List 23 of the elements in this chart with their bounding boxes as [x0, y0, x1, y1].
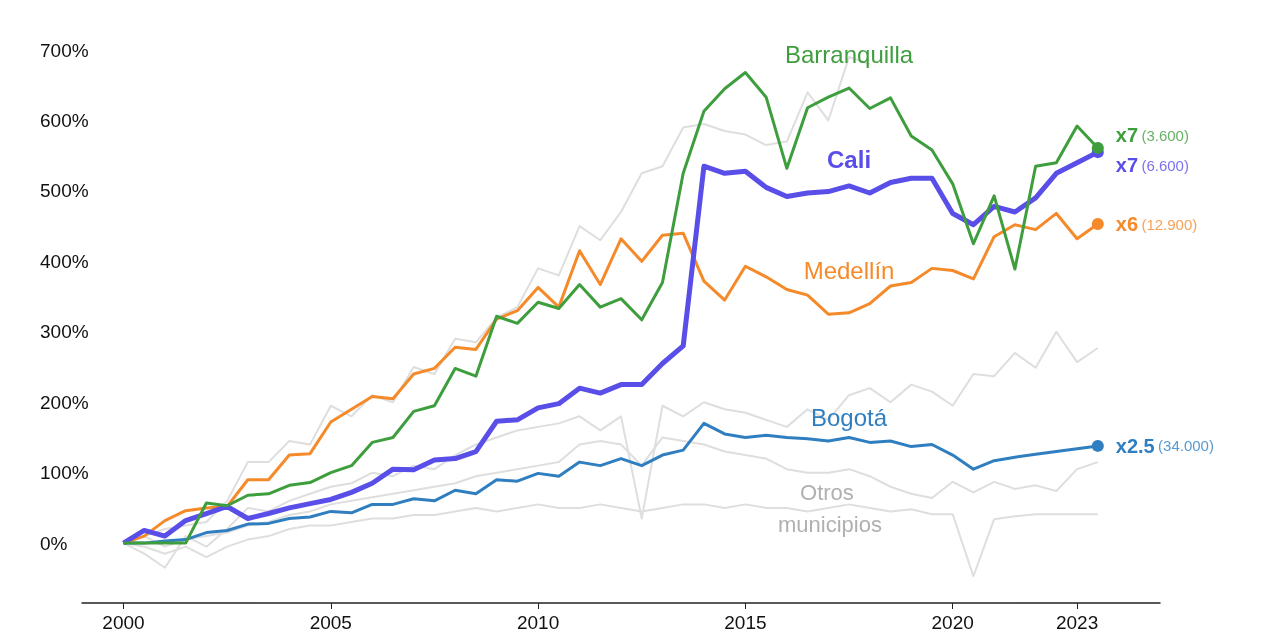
x-tick-label: 2010 — [516, 612, 560, 633]
data-label: x7 (6.600) — [1115, 154, 1189, 177]
series-label: Medellín — [803, 257, 895, 285]
y-tick-label: 700% — [40, 39, 89, 61]
series-label: Barranquilla — [785, 40, 914, 68]
y-tick-label: 500% — [40, 180, 89, 202]
data-label: x2.5 (34.000) — [1115, 434, 1214, 457]
series-label: Bogotá — [811, 403, 888, 431]
annotation: Otros municipios — [778, 479, 882, 537]
y-tick-label: 0% — [40, 532, 68, 554]
y-tick-label: 600% — [40, 109, 89, 131]
y-tick-label: 300% — [40, 321, 89, 343]
y-tick-label: 400% — [40, 250, 89, 272]
data-label: x7 (3.600) — [1115, 124, 1189, 147]
x-tick-label: 2000 — [102, 612, 145, 633]
series-label: Cali — [827, 146, 872, 174]
y-tick-label: 100% — [40, 462, 89, 484]
x-tick-label: 2023 — [1055, 612, 1099, 633]
y-tick-label: 200% — [40, 391, 89, 413]
data-label: x6 (12.900) — [1115, 213, 1198, 235]
x-tick-label: 2020 — [931, 612, 974, 633]
x-tick-label: 2005 — [309, 612, 352, 633]
x-tick-label: 2015 — [724, 612, 767, 633]
